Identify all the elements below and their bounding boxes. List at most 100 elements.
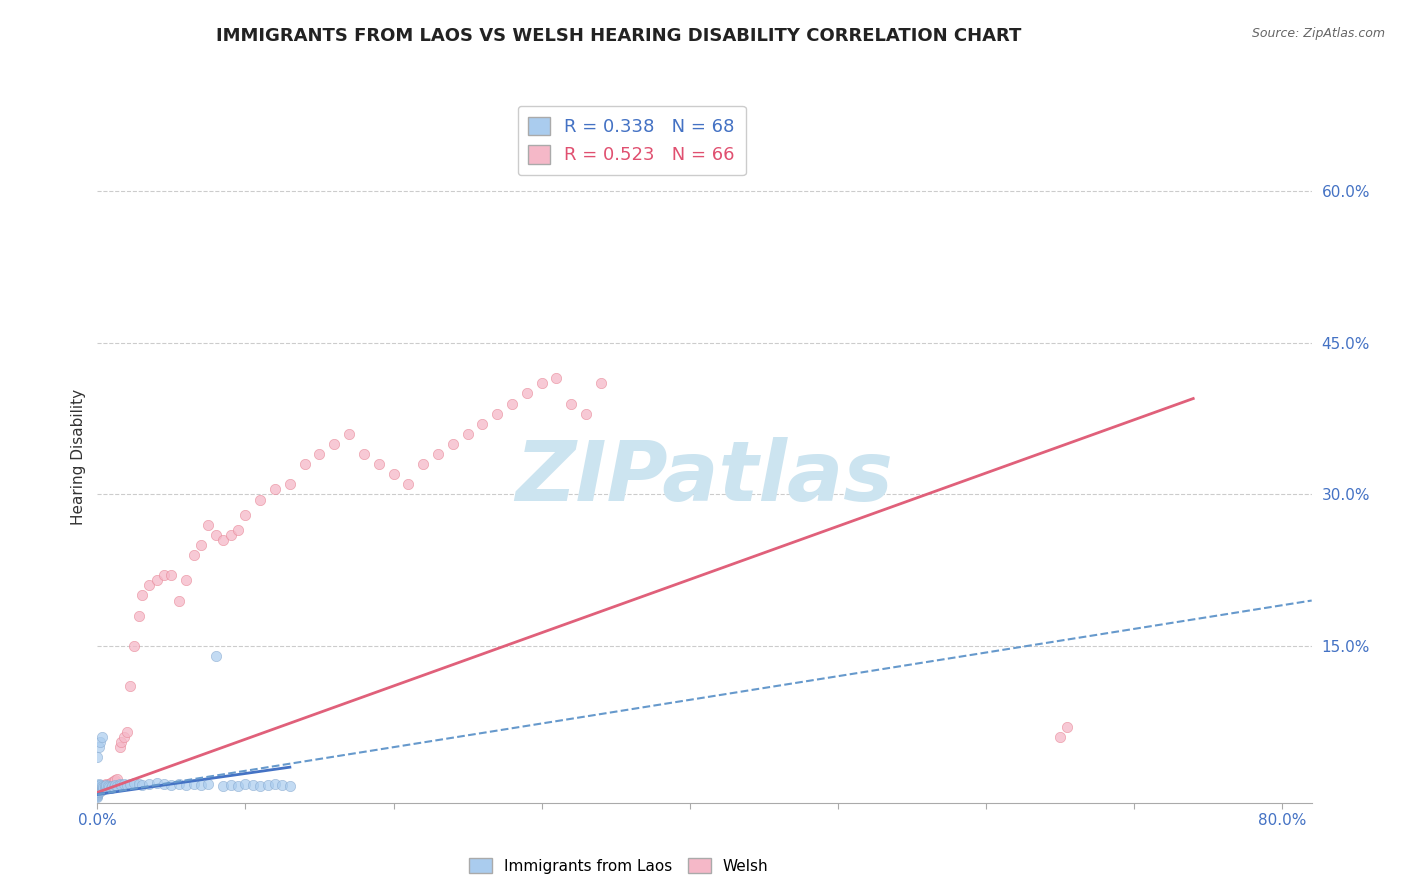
Point [128,777,150,791]
Point [89,782,111,797]
Point [278,780,301,794]
Point [86,786,108,800]
Point [96,780,118,795]
Point [183,777,205,791]
Point [190,778,212,792]
Point [89,780,111,795]
Point [426,447,449,461]
Point [471,417,494,431]
Point [264,483,287,497]
Point [105,772,128,787]
Point [91,780,114,795]
Point [104,773,127,788]
Point [145,574,167,588]
Point [86,780,108,795]
Point [90,730,112,744]
Point [90,783,112,797]
Point [145,776,167,790]
Point [101,775,124,789]
Point [118,777,141,791]
Point [87,777,110,791]
Point [530,376,553,391]
Point [105,780,128,794]
Point [86,786,108,800]
Point [197,517,219,532]
Point [124,639,146,653]
Point [87,780,110,794]
Point [100,776,122,790]
Point [87,785,110,799]
Point [87,785,110,799]
Point [90,780,112,795]
Point [235,508,257,522]
Point [86,782,108,797]
Point [110,735,132,749]
Point [183,548,205,562]
Point [86,789,108,803]
Point [96,777,118,791]
Point [94,778,117,792]
Point [131,778,153,792]
Point [115,724,138,739]
Point [457,426,479,441]
Point [575,407,598,421]
Point [138,578,160,592]
Point [174,778,197,792]
Point [160,568,183,582]
Point [101,780,124,794]
Point [91,782,114,797]
Point [86,788,108,802]
Point [1056,720,1078,734]
Point [308,447,330,461]
Point [242,778,264,792]
Point [86,778,108,792]
Point [323,437,346,451]
Point [396,477,419,491]
Point [589,376,612,391]
Point [1049,730,1071,744]
Point [87,739,110,754]
Point [226,780,249,794]
Point [264,777,287,791]
Point [153,568,176,582]
Point [131,589,153,603]
Point [91,780,114,794]
Y-axis label: Hearing Disability: Hearing Disability [72,389,86,524]
Point [167,593,190,607]
Point [86,783,108,797]
Point [205,649,228,664]
Point [86,790,108,805]
Point [89,780,111,795]
Point [118,679,141,693]
Point [86,750,108,764]
Point [87,783,110,797]
Point [278,477,301,491]
Point [86,784,108,798]
Point [90,780,112,794]
Point [96,778,118,792]
Point [197,777,219,791]
Point [501,396,523,410]
Point [86,789,108,804]
Point [89,735,111,749]
Point [86,784,108,798]
Point [103,780,125,795]
Point [86,785,108,799]
Point [103,774,125,789]
Legend: R = 0.338   N = 68, R = 0.523   N = 66: R = 0.338 N = 68, R = 0.523 N = 66 [517,106,745,175]
Text: Source: ZipAtlas.com: Source: ZipAtlas.com [1251,27,1385,40]
Point [441,437,464,451]
Point [112,777,135,791]
Point [100,781,122,796]
Point [337,426,360,441]
Point [294,457,316,471]
Point [219,778,242,792]
Point [89,782,111,797]
Point [412,457,434,471]
Point [97,778,120,792]
Point [271,778,294,792]
Point [124,776,146,790]
Point [104,778,127,792]
Point [115,778,138,792]
Point [226,523,249,537]
